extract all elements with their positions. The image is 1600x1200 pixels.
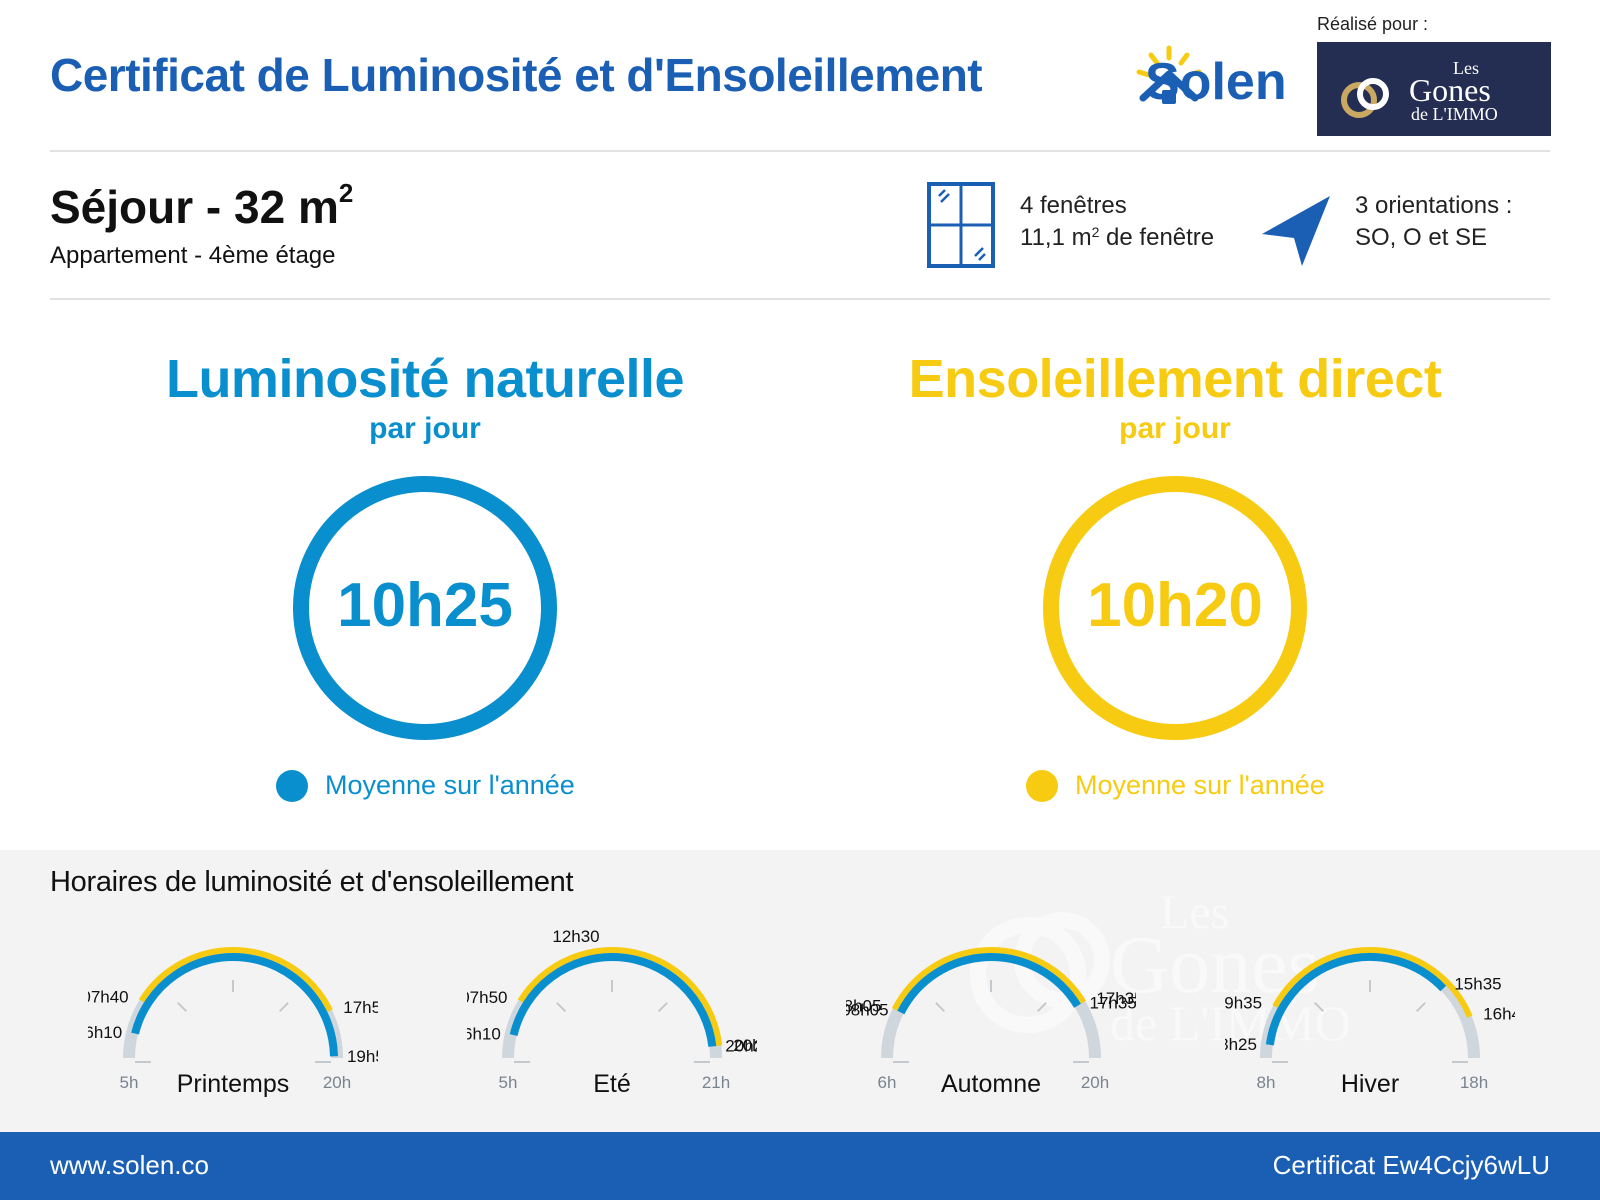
gauge-tick: [1314, 1002, 1325, 1013]
time-label: 07h50: [467, 988, 507, 1007]
gauge-tick: [177, 1002, 188, 1013]
gauge-end-label: 20h: [1081, 1073, 1109, 1092]
time-label: 15h35: [1454, 975, 1501, 994]
gauge-light-arc: [509, 953, 717, 1047]
divider: [50, 150, 1550, 152]
gauge-track: [1260, 948, 1480, 1059]
gauge-end-label: 18h: [1460, 1073, 1488, 1092]
gauge-light-arc: [131, 953, 338, 1057]
luminosite-value: 10h25: [337, 571, 513, 640]
season-name-automne: Automne: [941, 1070, 1041, 1098]
luminosite-ring-progress: [292, 476, 557, 740]
svg-text:de L'IMMO: de L'IMMO: [1110, 995, 1351, 1050]
gauge-start-label: 8h: [1257, 1073, 1276, 1092]
gauge-sun-arc: [138, 947, 333, 1012]
time-label: 17h35: [1096, 989, 1136, 1008]
divider: [50, 298, 1550, 300]
ensoleillement-ring: [1043, 476, 1307, 740]
time-label: 17h50: [343, 998, 378, 1017]
footer-certificate-id: Certificat Ew4Ccjy6wLU: [1272, 1150, 1550, 1180]
gauge-start-label: 6h: [878, 1073, 897, 1092]
gauge-sun-arc: [1272, 947, 1473, 1018]
gauge-end-label: 21h: [702, 1073, 730, 1092]
gauge-track: [123, 948, 343, 1059]
time-label: 20h25: [725, 1037, 757, 1056]
luminosite-legend-dot: [276, 770, 308, 802]
ensoleillement-value: 10h20: [1087, 571, 1263, 640]
gauge-light-arc: [897, 953, 1081, 1015]
time-label: 09h35: [1225, 994, 1262, 1013]
page-title: Certificat de Luminosité et d'Ensoleille…: [50, 49, 983, 101]
ensoleillement-subtitle: par jour: [1119, 412, 1231, 445]
season-gauge-hiver: 8h 18h Hiver 09h35 08h25 16h45 15h35: [1225, 947, 1515, 1098]
season-name-hiver: Hiver: [1341, 1070, 1399, 1098]
horaires-section: [0, 850, 1600, 1132]
sun-house-icon: [1136, 45, 1202, 78]
footer: [0, 1132, 1600, 1200]
ensoleillement-title: Ensoleillement direct: [908, 349, 1442, 409]
season-gauge-automne: 6h20hAutomne08h0508h0517h3517h35: [846, 947, 1136, 1098]
time-label: 08h05: [846, 997, 881, 1016]
gauge-tick: [935, 1002, 946, 1013]
gauge-tick: [1036, 1002, 1047, 1013]
season-gauge-ete: 5h21hEté07h5006h1020h2520h2512h30: [467, 930, 757, 1098]
gauge-tick: [278, 1002, 289, 1013]
room-title: Séjour - 32 m2: [50, 178, 354, 233]
ensoleillement-ring-progress: [1043, 476, 1307, 740]
ensoleillement-legend-dot: [1026, 770, 1058, 802]
time-label: 19h55: [347, 1047, 378, 1066]
svg-text:Les: Les: [1160, 886, 1229, 939]
peak-time-label: 12h30: [552, 930, 599, 946]
gauge-tick: [657, 1002, 668, 1013]
season-name-eté: Eté: [593, 1070, 631, 1098]
orientation-list: SO, O et SE: [1355, 224, 1488, 251]
ensoleillement-legend: Moyenne sur l'année: [1075, 770, 1325, 800]
luminosite-title: Luminosité naturelle: [165, 349, 685, 409]
luminosite-legend: Moyenne sur l'année: [325, 770, 575, 800]
time-label: 16h45: [1483, 1005, 1515, 1024]
gauge-tick: [556, 1002, 567, 1013]
season-name-printemps: Printemps: [177, 1070, 290, 1098]
gauge-light-arc: [1265, 953, 1447, 1046]
gauge-start-label: 5h: [499, 1073, 518, 1092]
window-count: 4 fenêtres: [1020, 192, 1127, 219]
time-label: 17h35: [1090, 993, 1136, 1012]
window-area: 11,1 m2 de fenêtre: [1020, 224, 1215, 251]
time-label: 07h40: [88, 988, 129, 1007]
time-label: 08h25: [1225, 1035, 1257, 1054]
time-label: 20h25: [733, 1036, 757, 1055]
gauge-sun-arc: [891, 947, 1087, 1011]
gauge-end-label: 20h: [323, 1073, 351, 1092]
luminosite-subtitle: par jour: [369, 412, 481, 445]
luminosite-ring: [292, 476, 557, 740]
gauge-track: [881, 948, 1101, 1059]
gauge-tick: [1415, 1002, 1426, 1013]
footer-url-link[interactable]: www.solen.co: [50, 1150, 209, 1180]
solen-brand-name: Solen: [1145, 53, 1287, 111]
gauge-start-label: 5h: [120, 1073, 139, 1092]
orientation-arrow-icon: [1262, 196, 1330, 266]
made-for-label: Réalisé pour :: [1317, 14, 1429, 34]
client-logo-line2: Gones: [1409, 72, 1491, 108]
client-logo: Les Gones de L'IMMO: [1317, 42, 1551, 136]
room-subtitle: Appartement - 4ème étage: [50, 242, 336, 269]
orientation-count: 3 orientations :: [1355, 192, 1513, 219]
gauge-track: [502, 948, 722, 1059]
gauge-sun-arc: [517, 947, 723, 1047]
client-logo-line1: Les: [1453, 58, 1479, 78]
horaires-title: Horaires de luminosité et d'ensoleilleme…: [50, 866, 574, 898]
time-label: 08h05: [846, 1000, 889, 1019]
client-logo-line3: de L'IMMO: [1411, 104, 1498, 124]
solen-logo: [1136, 45, 1202, 104]
window-icon: [927, 182, 995, 268]
